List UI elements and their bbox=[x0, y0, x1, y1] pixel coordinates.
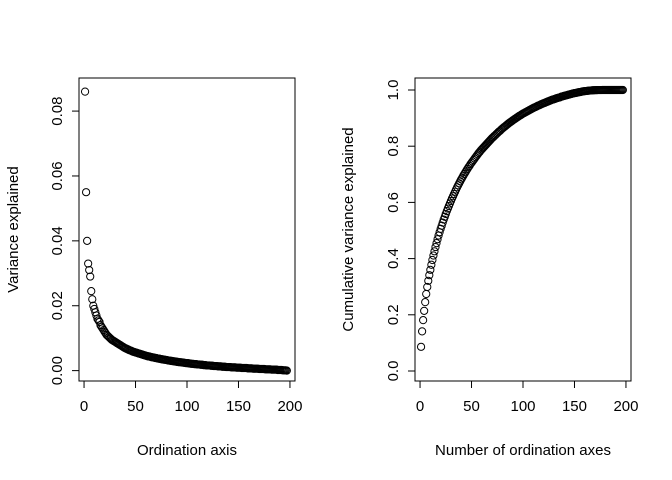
point bbox=[422, 289, 431, 299]
y-tick-label: 0.00 bbox=[49, 356, 66, 385]
point bbox=[95, 317, 104, 327]
point bbox=[88, 295, 97, 304]
y-tick-label: 0.0 bbox=[385, 361, 402, 382]
x-axis-title: Number of ordination axes bbox=[435, 442, 611, 459]
point bbox=[85, 265, 94, 275]
x-tick-label: 150 bbox=[562, 398, 587, 415]
point bbox=[82, 188, 91, 197]
point bbox=[618, 85, 627, 95]
point bbox=[94, 316, 103, 325]
y-tick-label: 0.02 bbox=[49, 291, 66, 320]
point bbox=[425, 271, 434, 280]
y-tick-label: 0.04 bbox=[49, 226, 66, 255]
x-tick-label: 200 bbox=[613, 398, 638, 415]
point bbox=[420, 306, 429, 315]
point bbox=[423, 282, 432, 292]
point bbox=[416, 342, 426, 351]
x-tick-label: 50 bbox=[463, 398, 480, 415]
point bbox=[426, 265, 435, 274]
y-tick-label: 1.0 bbox=[385, 80, 402, 101]
x-tick-label: 0 bbox=[416, 398, 424, 415]
point bbox=[424, 276, 433, 285]
y-axis-title: Variance explained bbox=[5, 166, 22, 292]
y-tick-label: 0.8 bbox=[385, 136, 402, 157]
point bbox=[432, 239, 441, 248]
y-axis-title: Cumulative variance explained bbox=[340, 127, 357, 331]
point bbox=[282, 366, 291, 375]
point bbox=[430, 247, 439, 256]
point bbox=[429, 251, 438, 260]
x-tick-label: 100 bbox=[174, 398, 199, 415]
point bbox=[83, 236, 92, 245]
point bbox=[421, 298, 430, 307]
point bbox=[86, 272, 95, 281]
point bbox=[428, 255, 437, 265]
x-tick-label: 100 bbox=[510, 398, 535, 415]
plot-frame bbox=[414, 77, 632, 382]
x-tick-label: 0 bbox=[80, 398, 88, 415]
y-tick-label: 0.6 bbox=[385, 192, 402, 213]
point bbox=[419, 316, 428, 325]
x-tick-label: 200 bbox=[277, 398, 302, 415]
x-tick-label: 150 bbox=[226, 398, 251, 415]
point bbox=[418, 327, 427, 336]
point bbox=[84, 259, 93, 268]
point bbox=[431, 242, 440, 252]
y-tick-label: 0.08 bbox=[49, 96, 66, 125]
x-tick-label: 50 bbox=[127, 398, 144, 415]
x-axis-title: Ordination axis bbox=[137, 442, 237, 459]
point bbox=[80, 87, 90, 96]
point bbox=[87, 287, 96, 296]
y-tick-label: 0.2 bbox=[385, 304, 402, 325]
y-tick-label: 0.4 bbox=[385, 248, 402, 269]
point bbox=[92, 311, 101, 320]
point bbox=[427, 260, 436, 269]
y-tick-label: 0.06 bbox=[49, 161, 66, 190]
